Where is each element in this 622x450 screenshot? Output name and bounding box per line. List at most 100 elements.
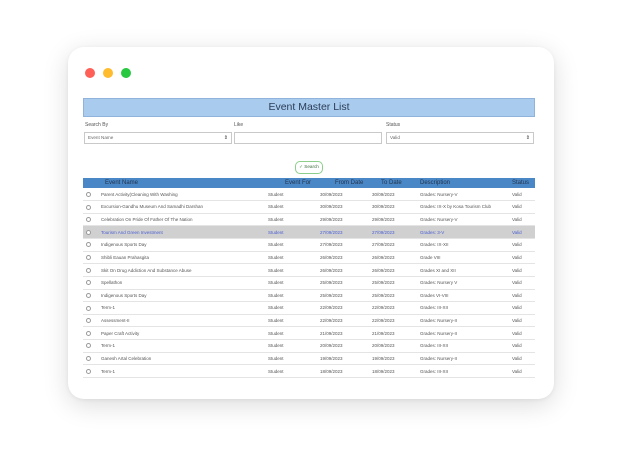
cell-status: Valid: [512, 200, 535, 214]
close-window-icon[interactable]: [85, 68, 95, 78]
table-row[interactable]: Parent Activity(Cleaning With Washing Stu…: [83, 188, 535, 202]
cell-status: Valid: [512, 314, 535, 328]
row-select-cell: [83, 276, 101, 290]
cell-from: 27/09/2023: [320, 225, 372, 239]
like-input[interactable]: [234, 132, 382, 144]
cell-to: 27/09/2023: [372, 225, 420, 239]
row-radio-button[interactable]: [86, 191, 91, 197]
cell-desc: Grades: Nursery-II: [420, 314, 512, 328]
table-row[interactable]: Excursion-Gandhu Museum And Samadhi Dars…: [83, 200, 535, 214]
row-select-cell: [83, 364, 101, 378]
search-by-label: Search By: [85, 122, 109, 128]
row-radio-button[interactable]: [86, 292, 91, 298]
column-header-event-for[interactable]: Event For: [268, 178, 320, 188]
event-table: Event Name Event For From Date To Date D…: [83, 178, 535, 378]
cell-from: 18/09/2023: [320, 364, 372, 378]
row-select-cell: [83, 251, 101, 265]
table-row[interactable]: Tourism And Green Investment Student 27/09…: [83, 225, 535, 239]
table-row[interactable]: Term-1 Student 18/09/2023 18/09/2023 Grades:…: [83, 364, 535, 378]
row-radio-button[interactable]: [86, 255, 91, 261]
cell-for: Student: [268, 188, 320, 202]
cell-desc: Grades: Nursery-II: [420, 326, 512, 340]
table-row[interactable]: Paper Craft Activity Student 21/09/2023 21/…: [83, 326, 535, 340]
cell-status: Valid: [512, 352, 535, 366]
table-row[interactable]: Indigenous Sports Day Student 27/09/2023 27…: [83, 238, 535, 252]
cell-to: 27/09/2023: [372, 238, 420, 252]
cell-status: Valid: [512, 251, 535, 265]
search-by-select[interactable]: Event Name ⇕: [84, 132, 232, 144]
cell-desc: Grades: Nursery-V: [420, 213, 512, 227]
row-radio-button[interactable]: [86, 204, 91, 210]
cell-name: Spellathon: [101, 276, 268, 290]
table-row[interactable]: Indigenous Sports Day Student 25/09/2023 25…: [83, 289, 535, 303]
row-radio-button[interactable]: [86, 280, 91, 286]
cell-to: 22/09/2023: [372, 314, 420, 328]
table-row[interactable]: Ganesh Artal Celebration Student 19/09/202…: [83, 352, 535, 366]
maximize-window-icon[interactable]: [121, 68, 131, 78]
cell-status: Valid: [512, 364, 535, 378]
cell-for: Student: [268, 213, 320, 227]
cell-for: Student: [268, 238, 320, 252]
page-title: Event Master List: [83, 98, 535, 117]
cell-from: 19/09/2023: [320, 352, 372, 366]
row-radio-button[interactable]: [86, 330, 91, 336]
cell-name: Parent Activity(Cleaning With Washing: [101, 188, 268, 202]
cell-for: Student: [268, 339, 320, 353]
cell-name: Term-1: [101, 364, 268, 378]
row-select-cell: [83, 352, 101, 366]
row-radio-button[interactable]: [86, 267, 91, 273]
cell-for: Student: [268, 326, 320, 340]
cell-desc: Grades: III-XII: [420, 364, 512, 378]
cell-status: Valid: [512, 263, 535, 277]
minimize-window-icon[interactable]: [103, 68, 113, 78]
row-radio-button[interactable]: [86, 356, 91, 362]
table-row[interactable]: Term-1 Student 22/09/2023 22/09/2023 Grades:…: [83, 301, 535, 315]
row-radio-button[interactable]: [86, 318, 91, 324]
row-radio-button[interactable]: [86, 368, 91, 374]
row-select-cell: [83, 314, 101, 328]
row-radio-button[interactable]: [86, 229, 91, 235]
status-select[interactable]: Valid ⇕: [386, 132, 534, 144]
column-header-to-date[interactable]: To Date: [372, 178, 420, 188]
cell-from: 20/09/2023: [320, 339, 372, 353]
cell-from: 25/09/2023: [320, 276, 372, 290]
cell-name: Term-1: [101, 339, 268, 353]
filter-panel: Search By Event Name ⇕ Like Status Valid…: [83, 117, 535, 149]
cell-name: Skit On Drug Addiction And Substance Abu…: [101, 263, 268, 277]
row-select-cell: [83, 289, 101, 303]
row-select-cell: [83, 263, 101, 277]
table-row[interactable]: Skit On Drug Addiction And Substance Abu…: [83, 263, 535, 277]
cell-for: Student: [268, 263, 320, 277]
column-header-event-name[interactable]: Event Name: [101, 178, 268, 188]
cell-desc: Grades: Nursery-II: [420, 352, 512, 366]
cell-for: Student: [268, 200, 320, 214]
search-button[interactable]: ✓ Search: [295, 161, 323, 174]
table-row[interactable]: Assessment-II Student 22/09/2023 22/09/2023…: [83, 314, 535, 328]
row-radio-button[interactable]: [86, 305, 91, 311]
table-row[interactable]: Spellathon Student 25/09/2023 25/09/2023 Gra…: [83, 276, 535, 290]
cell-status: Valid: [512, 339, 535, 353]
row-radio-button[interactable]: [86, 343, 91, 349]
column-header-status[interactable]: Status: [512, 178, 535, 188]
table-row[interactable]: Shibli Eauan Prahasgita Student 26/09/2023…: [83, 251, 535, 265]
cell-to: 21/09/2023: [372, 326, 420, 340]
column-header-from-date[interactable]: From Date: [320, 178, 372, 188]
cell-name: Indigenous Sports Day: [101, 289, 268, 303]
cell-from: 30/09/2023: [320, 188, 372, 202]
table-row[interactable]: Celebration On Pride Of Father Of The Na…: [83, 213, 535, 227]
row-radio-button[interactable]: [86, 242, 91, 248]
cell-desc: Grades: III-XII: [420, 301, 512, 315]
cell-desc: Grades: IX-X by Kosa Tourism Club: [420, 200, 512, 214]
row-select-cell: [83, 339, 101, 353]
cell-name: Celebration On Pride Of Father Of The Na…: [101, 213, 268, 227]
table-row[interactable]: Term-1 Student 20/09/2023 20/09/2023 Grades:…: [83, 339, 535, 353]
row-select-cell: [83, 188, 101, 202]
cell-from: 26/09/2023: [320, 251, 372, 265]
row-radio-button[interactable]: [86, 217, 91, 223]
row-select-cell: [83, 301, 101, 315]
cell-to: 19/09/2023: [372, 352, 420, 366]
column-header-description[interactable]: Description: [420, 178, 512, 188]
cell-name: Paper Craft Activity: [101, 326, 268, 340]
cell-desc: Grades: 3-V: [420, 225, 512, 239]
cell-status: Valid: [512, 225, 535, 239]
